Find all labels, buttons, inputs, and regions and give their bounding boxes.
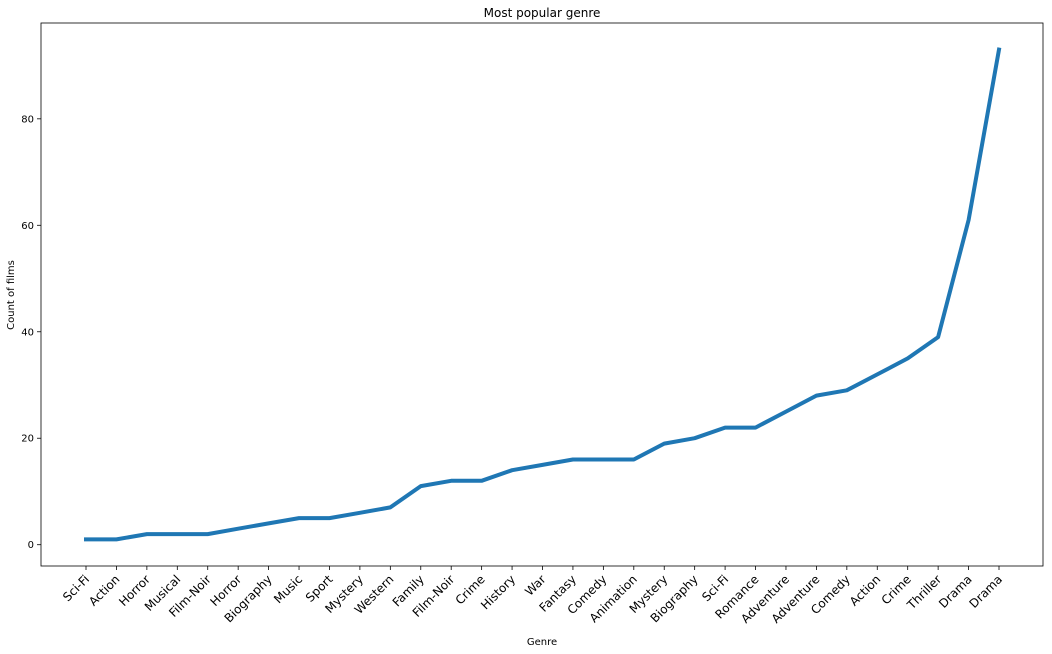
x-axis: Sci-FiActionHorrorMusicalFilm-NoirHorror… bbox=[60, 566, 1005, 626]
x-tick-label: War bbox=[522, 572, 548, 598]
x-tick-label: Drama bbox=[967, 572, 1006, 611]
y-axis-label: Count of films bbox=[6, 260, 17, 330]
series-group bbox=[84, 47, 1002, 542]
series-line bbox=[84, 47, 1002, 542]
x-tick-label: Music bbox=[271, 572, 305, 606]
chart-title: Most popular genre bbox=[484, 6, 601, 20]
x-tick-label: History bbox=[478, 572, 518, 612]
y-tick-label: 40 bbox=[21, 327, 34, 338]
x-tick-label: Action bbox=[86, 572, 122, 608]
x-tick-label: Drama bbox=[936, 572, 975, 611]
x-tick-label: Action bbox=[847, 572, 883, 608]
y-axis: 0 20 40 60 80 bbox=[21, 114, 41, 551]
plot-frame bbox=[40, 22, 1044, 567]
x-axis-label: Genre bbox=[527, 637, 557, 648]
y-tick-label: 20 bbox=[21, 434, 34, 445]
y-tick-label: 80 bbox=[21, 114, 34, 125]
y-tick-label: 60 bbox=[21, 221, 34, 232]
y-tick-label: 0 bbox=[28, 540, 34, 551]
